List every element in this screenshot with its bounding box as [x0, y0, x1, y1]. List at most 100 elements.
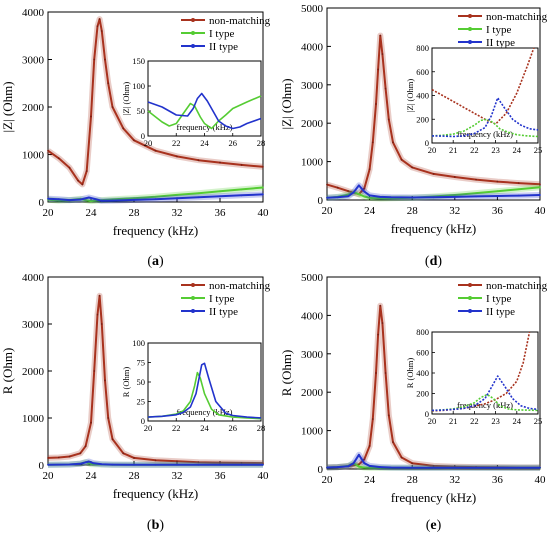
inset-e: 20 21 22 23 24 25 0 200 400 600 800 frequency (kHz)…	[405, 327, 542, 426]
data-point	[107, 417, 110, 419]
plot-frame	[326, 276, 541, 470]
inset-y-tick-label: 800	[416, 327, 429, 337]
y-tick-label: 5000	[301, 3, 324, 15]
data-point	[496, 180, 499, 183]
data-point	[92, 462, 95, 465]
inset-y-axis-label: R (Ohm)	[121, 367, 131, 398]
y-axis-label: R (Ohm)	[279, 350, 294, 397]
panel-label-open-paren: (	[147, 518, 152, 533]
panel-e: 20 24 28 32 36 40010002000300040005000frequen…	[279, 272, 548, 533]
inset-series-ii-type	[147, 362, 262, 419]
data-point	[47, 457, 49, 459]
data-point	[352, 191, 355, 194]
inset-x-tick-label: 28	[257, 138, 266, 148]
x-tick-label: 20	[322, 205, 334, 217]
inset-y-tick-label: 50	[137, 377, 146, 387]
x-tick-label: 40	[535, 474, 547, 486]
data-point	[240, 461, 243, 464]
data-point	[475, 178, 477, 181]
inset-y-tick-label: 0	[141, 416, 145, 426]
panel-label-letter: b	[152, 518, 160, 533]
data-point	[122, 452, 125, 455]
data-point	[368, 465, 371, 467]
data-point	[84, 199, 87, 202]
legend-marker-non-matching	[468, 283, 472, 287]
inset-y-tick-label: 400	[416, 368, 429, 378]
panel-label-close-paren: )	[437, 254, 442, 269]
inset-y-tick-label: 0	[425, 138, 429, 148]
inset-y-tick-label: 600	[416, 348, 429, 358]
panel-label-a: (a)	[147, 254, 164, 269]
data-point	[176, 463, 178, 466]
inset-series-ii-type	[431, 97, 539, 138]
data-point	[197, 463, 200, 466]
legend-marker-ii-type	[191, 309, 195, 313]
legend-label-ii-type: II type	[209, 41, 238, 53]
data-point	[381, 53, 384, 55]
data-point	[539, 186, 541, 189]
data-point	[368, 466, 371, 469]
y-tick-label: 1000	[22, 413, 45, 425]
data-point	[539, 466, 541, 469]
data-point	[47, 149, 49, 152]
panel-label-letter: d	[430, 254, 438, 269]
data-point	[262, 186, 264, 189]
data-point	[392, 141, 394, 144]
data-point	[517, 466, 520, 469]
data-point	[133, 198, 135, 201]
inset-y-tick-label: 200	[416, 114, 429, 124]
data-point	[363, 466, 366, 469]
inset-x-tick-label: 23	[491, 145, 500, 155]
inset-y-tick-label: 400	[416, 91, 429, 101]
data-point	[358, 184, 360, 187]
data-point	[371, 418, 374, 420]
data-point	[368, 196, 371, 199]
data-point	[363, 462, 366, 465]
panel-label-open-paren: (	[147, 254, 152, 269]
data-point	[411, 196, 414, 199]
data-point	[219, 463, 221, 466]
data-point	[539, 183, 541, 186]
inset-y-tick-label: 100	[132, 338, 145, 348]
inset-y-tick-label: 800	[416, 43, 429, 53]
legend-label-i-type: I type	[486, 293, 511, 305]
data-point	[358, 463, 360, 466]
inset-x-tick-label: 20	[428, 145, 437, 155]
data-point	[197, 196, 200, 199]
legend-label-i-type: I type	[486, 24, 511, 36]
data-point	[262, 462, 264, 465]
x-tick-label: 24	[364, 474, 376, 486]
inset-y-tick-label: 0	[141, 131, 145, 141]
data-point	[197, 159, 200, 162]
data-point	[77, 179, 79, 182]
data-point	[111, 463, 114, 466]
legend-marker-ii-type	[468, 309, 472, 313]
data-point	[87, 196, 90, 199]
inset-y-tick-label: 0	[425, 409, 429, 419]
data-point	[262, 193, 264, 196]
data-point	[240, 164, 243, 166]
data-point	[154, 195, 157, 198]
data-point	[384, 87, 387, 90]
inset-x-tick-label: 26	[229, 138, 238, 148]
data-point	[84, 461, 87, 464]
legend-label-i-type: I type	[209, 293, 234, 305]
data-point	[368, 194, 371, 197]
data-point	[154, 463, 157, 466]
data-point	[95, 198, 98, 201]
x-tick-label: 32	[449, 205, 460, 217]
data-point	[93, 58, 96, 61]
y-axis-label: |Z| (Ohm)	[0, 81, 15, 132]
x-tick-label: 32	[172, 207, 183, 219]
panel-label-letter: e	[430, 518, 436, 533]
x-axis-label: frequency (kHz)	[113, 486, 199, 501]
data-point	[100, 463, 103, 466]
x-tick-label: 24	[86, 207, 98, 219]
data-point	[111, 438, 114, 441]
x-axis-label: frequency (kHz)	[391, 221, 477, 236]
legend-marker-non-matching	[191, 283, 195, 287]
y-tick-label: 2000	[301, 387, 324, 399]
panel-label-close-paren: )	[159, 254, 164, 269]
inset-series-ii-type	[147, 92, 262, 130]
data-point	[379, 34, 382, 37]
